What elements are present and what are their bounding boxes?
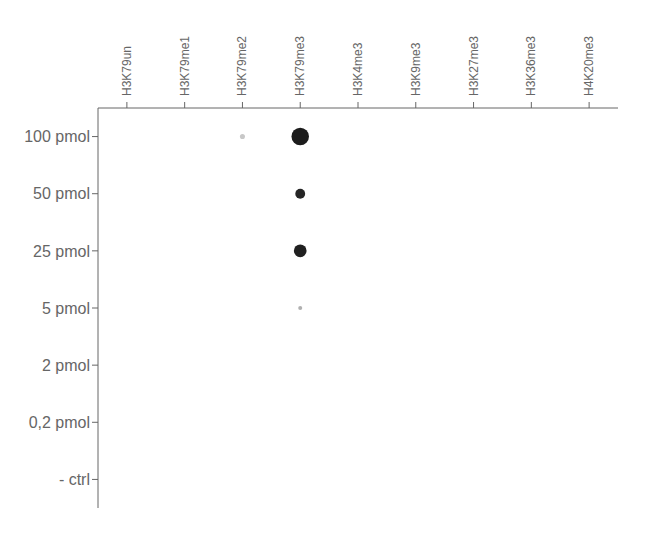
svg-text:5 pmol: 5 pmol: [42, 300, 90, 317]
svg-text:25 pmol: 25 pmol: [33, 243, 90, 260]
svg-text:2 pmol: 2 pmol: [42, 357, 90, 374]
svg-text:H3K79me3: H3K79me3: [293, 36, 307, 96]
svg-text:H4K20me3: H4K20me3: [582, 36, 596, 96]
svg-text:H3K79me2: H3K79me2: [235, 36, 249, 96]
svg-text:100 pmol: 100 pmol: [24, 128, 90, 145]
svg-text:H3K4me3: H3K4me3: [351, 42, 365, 96]
svg-text:H3K79me1: H3K79me1: [178, 36, 192, 96]
svg-text:0,2 pmol: 0,2 pmol: [29, 414, 90, 431]
svg-text:50 pmol: 50 pmol: [33, 185, 90, 202]
svg-text:H3K27me3: H3K27me3: [467, 36, 481, 96]
svg-text:H3K36me3: H3K36me3: [524, 36, 538, 96]
svg-text:- ctrl: - ctrl: [59, 471, 90, 488]
svg-text:H3K79un: H3K79un: [120, 46, 134, 96]
svg-text:H3K9me3: H3K9me3: [409, 42, 423, 96]
